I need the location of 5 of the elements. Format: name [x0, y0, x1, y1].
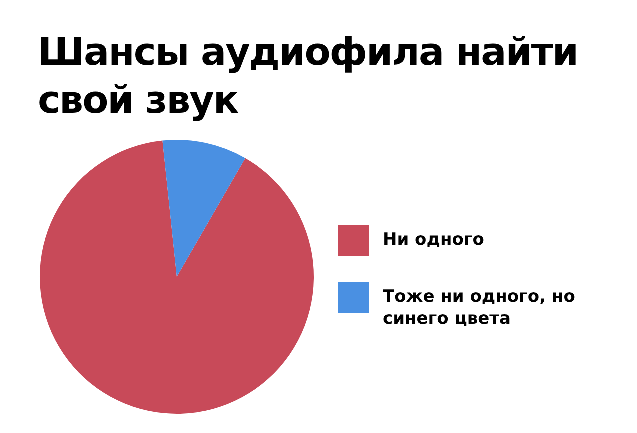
legend-label: Ни одного — [383, 229, 484, 251]
pie-slice — [162, 140, 246, 277]
chart-title: Шансы аудиофила найти свой звук — [38, 29, 580, 124]
legend-label: Тоже ни одного, но синего цвета — [383, 286, 576, 330]
pie-slice — [40, 140, 314, 414]
